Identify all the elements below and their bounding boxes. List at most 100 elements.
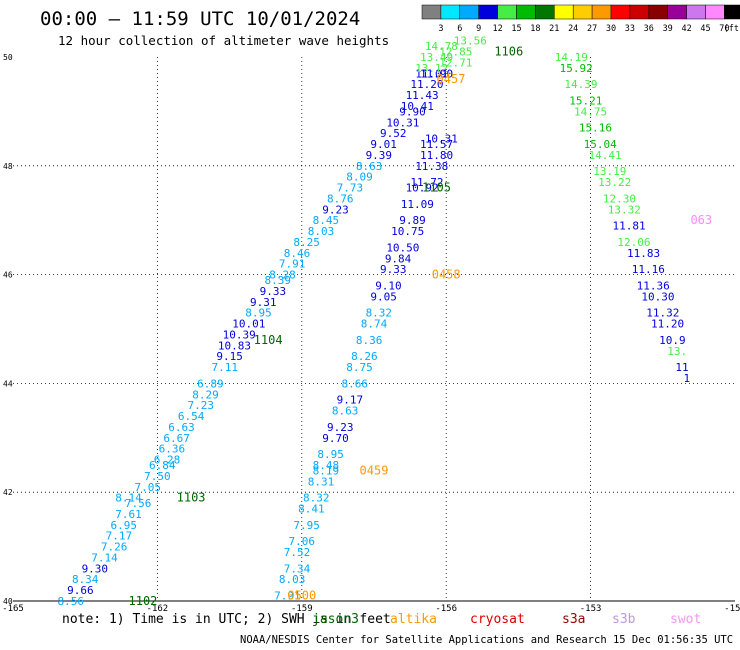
time-label: 0459 <box>360 463 389 477</box>
data-label: 7.61 <box>115 508 142 521</box>
data-label: 11.20 <box>410 78 443 91</box>
data-label: 7.91 <box>274 590 301 603</box>
colorbar-label: 70 <box>719 24 729 34</box>
data-label: 11.83 <box>627 247 660 260</box>
data-label: 11.09 <box>401 198 434 211</box>
data-label: 8.03 <box>308 225 335 238</box>
data-label: 14.41 <box>588 149 621 162</box>
data-label: 7.52 <box>284 546 311 559</box>
data-label: 8.28 <box>269 269 296 282</box>
data-label: 7.26 <box>101 541 128 554</box>
time-label: 1105 <box>422 181 451 195</box>
data-label: 8.95 <box>317 448 344 461</box>
colorbar-swatch <box>724 4 740 20</box>
data-label: 6.67 <box>163 432 190 445</box>
data-label: 8.66 <box>341 377 368 390</box>
y-tick-label: 42 <box>3 488 13 497</box>
data-label: 9.23 <box>322 203 349 216</box>
data-label: 8.32 <box>366 307 393 320</box>
y-tick-label: 48 <box>3 162 13 171</box>
data-label: 11.80 <box>420 149 453 162</box>
data-label: 7.50 <box>144 470 171 483</box>
colorbar-label: 12 <box>492 24 502 34</box>
data-label: 8.29 <box>192 388 219 401</box>
satellite-legend-altika: altika <box>390 612 437 627</box>
data-label: 8.74 <box>361 318 388 331</box>
data-label: 9.30 <box>82 562 109 575</box>
data-label: 15.21 <box>569 95 602 108</box>
data-label: 8.76 <box>327 192 354 205</box>
data-label: 8.46 <box>284 247 311 260</box>
data-label: 7.95 <box>293 519 320 532</box>
data-label: 8.41 <box>298 503 325 516</box>
data-label: 13.49 <box>420 51 453 64</box>
data-label: 10.75 <box>391 225 424 238</box>
satellite-legend-swot: swot <box>670 612 702 627</box>
data-label: 11.81 <box>613 220 646 233</box>
colorbar-label: 36 <box>644 24 654 34</box>
data-label: 9.10 <box>375 279 402 292</box>
data-label: 8.39 <box>264 274 291 287</box>
data-label: 9.33 <box>380 263 407 276</box>
data-label: 12.71 <box>439 56 472 69</box>
data-label: 13.12 <box>415 62 448 75</box>
data-label: 8.32 <box>303 492 330 505</box>
data-labels: 8.569.668.349.307.147.267.176.957.617.56… <box>58 35 691 608</box>
data-label: 7.17 <box>106 530 133 543</box>
x-tick-label: -159 <box>291 604 313 614</box>
data-label: 9.05 <box>370 290 397 303</box>
time-labels: 1102 1103 1104 1105 1106 0500 0459 0458 0457 063 <box>129 45 713 608</box>
data-label: 12.06 <box>617 236 650 249</box>
time-label: 0500 <box>287 589 316 603</box>
data-label: 10.30 <box>641 290 674 303</box>
data-label: 7.11 <box>212 361 239 374</box>
data-label: 9.33 <box>260 285 287 298</box>
data-label: 8.63 <box>332 405 359 418</box>
data-label: 8.45 <box>313 214 340 227</box>
data-label: 10.31 <box>425 133 458 146</box>
data-label: 8.36 <box>356 334 383 347</box>
data-label: 8.63 <box>356 160 383 173</box>
satellite-legend: jason3 altika cryosat s3a s3b swot <box>0 612 740 632</box>
satellite-legend-s3b: s3b <box>612 612 636 627</box>
data-label: 6.36 <box>159 443 186 456</box>
time-label: 1103 <box>177 491 206 505</box>
time-label: 1104 <box>254 333 283 347</box>
colorbar-label: 27 <box>587 24 597 34</box>
data-label: 14.39 <box>564 78 597 91</box>
data-label: 14.19 <box>555 51 588 64</box>
colorbar-label: 30 <box>606 24 616 34</box>
data-label: 8.19 <box>313 464 340 477</box>
colorbar-label: 21 <box>549 24 559 34</box>
data-label: 1 <box>684 372 691 385</box>
data-label: 11.57 <box>420 138 453 151</box>
data-label: 9.15 <box>216 350 243 363</box>
data-label: 13.56 <box>454 35 487 48</box>
data-label: 11.16 <box>632 263 665 276</box>
data-label: 9.66 <box>67 584 94 597</box>
data-label: 11.43 <box>406 89 439 102</box>
data-label: 9.84 <box>385 252 412 265</box>
data-label: 6.63 <box>168 421 195 434</box>
data-label: 10.83 <box>218 339 251 352</box>
y-tick-label: 44 <box>3 379 13 388</box>
data-label: 10.31 <box>386 116 419 129</box>
time-label: 1102 <box>129 594 158 608</box>
data-label: 9.17 <box>337 394 364 407</box>
data-label: 8.31 <box>308 475 335 488</box>
data-label: 11.32 <box>646 307 679 320</box>
data-label: 9.39 <box>366 149 393 162</box>
data-label: 14.78 <box>425 40 458 53</box>
data-label: 15.16 <box>579 122 612 135</box>
data-label: 10.01 <box>232 318 265 331</box>
data-label: 12.30 <box>603 192 636 205</box>
data-label: 7.56 <box>125 497 152 510</box>
page-title: 00:00 — 11:59 UTC 10/01/2024 <box>40 8 361 30</box>
colorbar-label: 9 <box>476 24 481 34</box>
y-tick-label: 50 <box>3 53 13 62</box>
data-label: 11.72 <box>410 176 443 189</box>
x-tick-label: -165 <box>2 604 24 614</box>
satellite-legend-s3a: s3a <box>562 612 586 627</box>
data-label: 6.84 <box>149 459 176 472</box>
